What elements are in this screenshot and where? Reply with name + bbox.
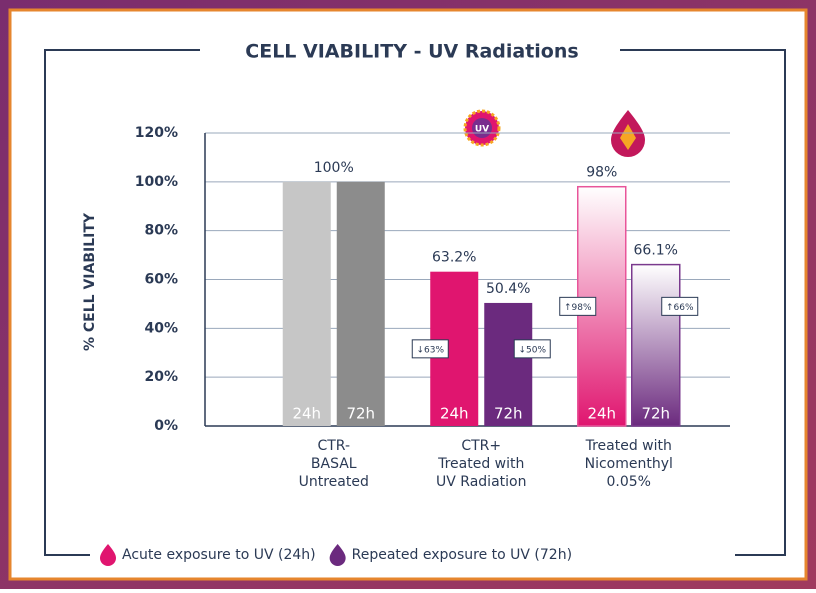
x-tick-label: Treated with [437,456,524,472]
bar [336,181,385,426]
change-box [411,339,449,359]
bar [631,263,681,427]
value-label: 100% [314,160,354,176]
legend-label: Repeated exposure to UV (72h) [352,547,572,563]
value-label: 63.2% [432,250,476,266]
value-label: 66.1% [634,243,678,259]
bar-label: 24h [292,405,321,423]
x-tick-label: UV Radiation [436,474,526,490]
y-tick-label: 60% [144,272,178,288]
change-label: ↓63% [416,345,444,355]
box [44,49,786,556]
x-tick-label: Nicomenthyl [585,456,673,472]
change-box [559,296,597,316]
panel [8,8,808,581]
bar [484,302,533,426]
bar-label: 24h [440,405,469,423]
x-tick-label: Treated with [585,438,672,454]
drop-icon-inner [620,124,636,150]
bar-label: 72h [494,405,523,423]
change-label: ↓50% [518,345,546,355]
legend-marker [329,544,346,566]
value-label: 98% [586,165,617,181]
y-tick-label: 80% [144,223,178,239]
y-tick-label: 120% [135,125,178,141]
bar-label: 72h [641,405,670,423]
x-tick-label: CTR+ [461,438,501,454]
bar-label: 72h [346,405,375,423]
bar [282,181,331,426]
value-label: 50.4% [486,281,530,297]
y-axis-label: % CELL VIABILITY [82,212,98,351]
x-tick-label: CTR- [317,438,350,454]
icon-text: UV [475,125,489,135]
x-tick-label: Untreated [299,474,369,490]
y-tick-label: 40% [144,320,178,336]
y-tick-label: 20% [144,369,178,385]
x-tick-label: 0.05% [607,474,651,490]
legend-marker [100,544,116,566]
change-label: ↑66% [666,303,694,313]
bar-label: 24h [587,405,616,423]
y-tick-label: 0% [154,418,178,434]
change-box [513,339,551,359]
change-box [661,296,699,316]
y-tick-label: 100% [135,174,178,190]
uv-icon: UV [463,109,501,147]
chart-title: CELL VIABILITY - UV Radiations [245,41,578,63]
change-label: ↑98% [564,303,592,313]
x-tick-label: BASAL [311,456,357,472]
legend-label: Acute exposure to UV (24h) [122,547,316,563]
